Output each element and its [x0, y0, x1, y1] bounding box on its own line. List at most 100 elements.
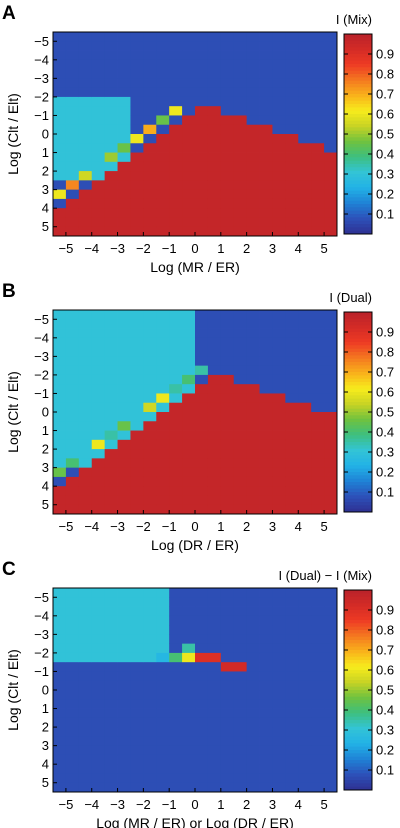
heatmap-cell [53, 606, 67, 617]
colorbar-segment [344, 180, 372, 185]
colorbar-segment [344, 345, 372, 350]
heatmap-cell [195, 152, 209, 163]
x-tick-label: 4 [295, 797, 302, 812]
heatmap-cell [298, 384, 312, 394]
heatmap-cell [195, 87, 209, 98]
heatmap-cell [53, 143, 67, 153]
heatmap-cell [156, 226, 170, 237]
heatmap-cell [207, 337, 222, 348]
heatmap-cell [233, 736, 248, 747]
heatmap-cell [91, 708, 106, 719]
colorbar-segment [344, 140, 372, 145]
heatmap-cell [285, 652, 299, 663]
heatmap-cell [324, 198, 338, 209]
colorbar-tick-label: 0.8 [376, 67, 394, 82]
heatmap-cell [156, 143, 170, 153]
heatmap-cell [130, 374, 144, 385]
heatmap-cell [130, 32, 144, 42]
heatmap-cell [233, 634, 248, 645]
heatmap-cell [311, 134, 325, 144]
heatmap-cell [65, 217, 80, 228]
heatmap-cell [324, 467, 338, 478]
heatmap-cell [156, 606, 170, 617]
heatmap-cell [182, 773, 196, 784]
heatmap-cell [130, 87, 144, 98]
heatmap-cell [220, 439, 235, 450]
x-tick-label: 5 [320, 797, 327, 812]
heatmap [53, 310, 338, 515]
heatmap-cell [285, 59, 299, 70]
heatmap-cell [324, 449, 338, 459]
heatmap-cell [311, 615, 325, 626]
heatmap-cell [182, 754, 196, 765]
heatmap-cell [195, 134, 209, 144]
heatmap-cell [246, 680, 260, 691]
heatmap-cell [285, 384, 299, 394]
heatmap-cell [298, 365, 312, 376]
colorbar-segment [344, 653, 372, 658]
heatmap-cell [156, 690, 170, 700]
heatmap-cell [65, 124, 80, 135]
heatmap-cell [117, 365, 131, 376]
colorbar-segment [344, 325, 372, 330]
heatmap-cell [298, 124, 312, 135]
heatmap-cell [298, 402, 312, 413]
heatmap-cell [130, 708, 144, 719]
heatmap-cell [78, 310, 93, 320]
heatmap-cell [195, 217, 209, 228]
heatmap-cell [143, 78, 157, 89]
y-tick-label: −5 [34, 34, 49, 49]
heatmap-cell [298, 226, 312, 237]
heatmap-cell [117, 486, 131, 496]
heatmap-cell [130, 671, 144, 682]
colorbar-tick-label: 0.3 [376, 723, 394, 738]
heatmap-cell [169, 662, 183, 672]
heatmap-cell [169, 782, 183, 793]
heatmap-cell [246, 495, 260, 506]
heatmap-cell [143, 124, 157, 135]
colorbar-label: I (Mix) [336, 12, 372, 27]
heatmap-cell [324, 652, 338, 663]
heatmap-cell [207, 421, 222, 431]
colorbar-segment [344, 154, 372, 158]
heatmap-cell [259, 319, 273, 329]
heatmap-cell [285, 106, 299, 116]
heatmap-cell [285, 337, 299, 348]
heatmap-cell [324, 764, 338, 774]
heatmap-cell [246, 671, 260, 682]
heatmap-cell [65, 421, 80, 431]
heatmap-cell [311, 680, 325, 691]
heatmap-cell [53, 625, 67, 635]
heatmap-cell [65, 198, 80, 209]
heatmap-cell [104, 78, 118, 89]
heatmap-cell [311, 180, 325, 191]
heatmap-cell [91, 365, 106, 376]
heatmap-cell [91, 310, 106, 320]
heatmap-cell [324, 615, 338, 626]
heatmap-cell [246, 754, 260, 765]
heatmap-cell [195, 421, 209, 431]
heatmap-cell [169, 606, 183, 617]
heatmap-cell [195, 226, 209, 237]
heatmap-cell [311, 328, 325, 339]
heatmap-cell [324, 736, 338, 747]
heatmap-cell [285, 782, 299, 793]
heatmap-cell [169, 652, 183, 663]
heatmap-cell [285, 87, 299, 98]
heatmap-cell [298, 634, 312, 645]
heatmap-cell [259, 421, 273, 431]
heatmap-cell [298, 87, 312, 98]
colorbar-tick-label: 0.6 [376, 385, 394, 400]
heatmap-cell [233, 208, 248, 218]
heatmap-cell [91, 189, 106, 200]
x-tick-label: 2 [243, 797, 250, 812]
heatmap-cell [311, 171, 325, 181]
heatmap-cell [311, 476, 325, 487]
heatmap-cell [104, 161, 118, 172]
heatmap-cell [311, 365, 325, 376]
heatmap-cell [272, 124, 286, 135]
heatmap-cell [53, 745, 67, 756]
heatmap-cell [91, 115, 106, 126]
heatmap-cell [324, 717, 338, 728]
heatmap-cell [104, 754, 118, 765]
